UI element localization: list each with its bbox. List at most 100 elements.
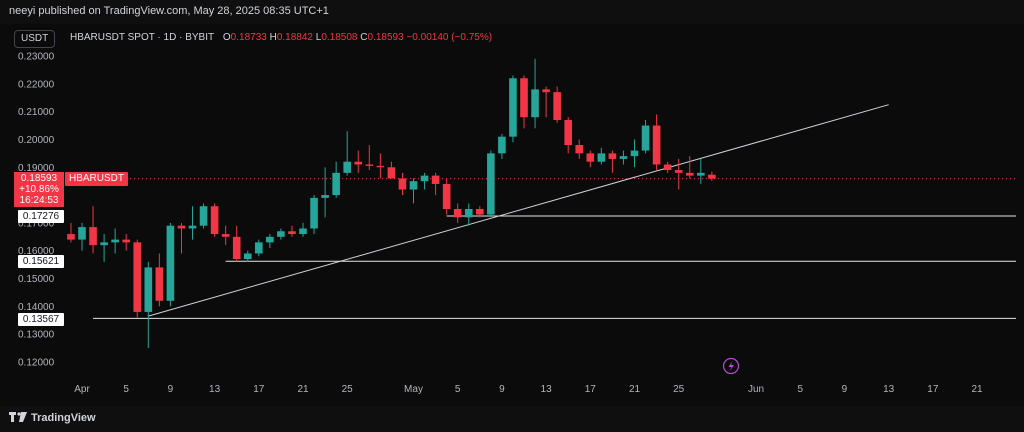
x-tick-label: 21: [297, 384, 309, 395]
candle-body: [321, 195, 329, 198]
candle: [365, 145, 374, 171]
x-tick-label: 5: [797, 384, 803, 395]
candle: [630, 139, 639, 168]
candle-body: [608, 153, 617, 159]
tradingview-logo-icon: [9, 412, 27, 422]
top-bar: neeyi published on TradingView.com, May …: [0, 0, 1024, 24]
candle: [255, 239, 263, 257]
y-tick-label: 0.21000: [18, 107, 55, 118]
x-tick-label: 13: [883, 384, 895, 395]
tradingview-logo[interactable]: TradingView: [9, 412, 96, 424]
x-tick-label: May: [404, 384, 423, 395]
y-tick-label: 0.20000: [18, 135, 55, 146]
candle: [509, 75, 517, 143]
y-tick-label: 0.14000: [18, 302, 55, 313]
candle: [144, 261, 153, 349]
ohlc-legend: HBARUSDT SPOT · 1D · BYBIT O0.18733 H0.1…: [70, 32, 492, 43]
y-tick-label: 0.12000: [18, 358, 55, 369]
y-tick-label: 0.16000: [18, 246, 55, 257]
close-label: C: [360, 32, 368, 43]
published-by-text: neeyi published on TradingView.com, May …: [9, 5, 329, 17]
candle: [431, 172, 440, 196]
candle-body: [199, 206, 208, 226]
candle: [608, 150, 617, 173]
candle-body: [531, 89, 539, 118]
candle-body: [221, 234, 230, 237]
trendline-layer: [148, 104, 889, 317]
candle: [221, 225, 230, 246]
change-percent: +10.86%: [19, 184, 59, 195]
candle-body: [365, 164, 374, 166]
candle: [586, 150, 595, 168]
candle-body: [453, 209, 462, 218]
x-tick-label: 9: [499, 384, 505, 395]
current-price: 0.18593: [20, 173, 58, 184]
candle-body: [420, 175, 429, 182]
candle-body: [630, 150, 639, 157]
candle: [155, 253, 164, 307]
candle-body: [144, 267, 153, 312]
trendline[interactable]: [148, 104, 889, 317]
x-tick-label: 21: [629, 384, 641, 395]
candle: [277, 228, 285, 240]
candle-body: [564, 119, 572, 146]
candle-body: [685, 172, 694, 176]
candle: [708, 171, 716, 181]
candle-body: [376, 165, 385, 168]
candle: [67, 222, 75, 243]
candle: [321, 167, 329, 218]
candle: [597, 147, 606, 165]
candle-body: [663, 164, 672, 171]
candle: [243, 250, 252, 262]
candle: [78, 222, 86, 251]
candle: [354, 150, 363, 173]
high-label: H: [269, 32, 277, 43]
open-label: O: [222, 32, 231, 43]
candle-body: [387, 167, 396, 179]
candle: [89, 206, 97, 254]
candle: [453, 203, 462, 223]
candle-body: [575, 145, 584, 154]
candle: [487, 150, 495, 218]
currency-button[interactable]: USDT: [14, 30, 56, 48]
y-tick-label: 0.19000: [18, 163, 55, 174]
x-tick-label: 17: [927, 384, 939, 395]
candle: [663, 161, 672, 173]
candle-body: [332, 172, 340, 196]
y-tick-label: 0.13000: [18, 330, 55, 341]
candle: [697, 158, 705, 184]
candle: [520, 75, 528, 129]
candle-body: [398, 178, 407, 190]
candle: [464, 203, 473, 226]
x-tick-label: 5: [123, 384, 129, 395]
candle-body: [520, 78, 528, 118]
candle-body: [476, 209, 484, 215]
candle: [409, 178, 418, 204]
candle-body: [232, 236, 241, 260]
candle-body: [708, 174, 716, 179]
candle-body: [243, 253, 252, 260]
candle-body: [310, 197, 318, 229]
current-price-badge: 0.18593 +10.86% 16:24:53: [14, 172, 64, 207]
candle: [442, 178, 451, 215]
x-tick-label: 17: [585, 384, 597, 395]
candle: [111, 228, 119, 254]
candle-body: [409, 181, 418, 190]
candle-body: [299, 228, 307, 235]
bottom-bar: TradingView: [0, 406, 1024, 432]
candle: [332, 161, 340, 198]
candle-body: [641, 125, 650, 151]
candle-body: [111, 239, 119, 243]
candle-body: [89, 227, 97, 246]
x-tick-label: 17: [253, 384, 265, 395]
candle-body: [597, 153, 606, 162]
candle-body: [188, 225, 197, 229]
candle-body: [343, 161, 351, 173]
candle-body: [255, 242, 263, 254]
lightning-icon[interactable]: [722, 357, 740, 375]
candlestick-chart[interactable]: 0.23000 0.22000 0.21000 0.20000 0.19000 0.170…: [0, 0, 1024, 406]
level-badge: 0.15621: [18, 255, 64, 268]
candle-body: [122, 239, 130, 243]
y-tick-label: 0.22000: [18, 79, 55, 90]
candle: [288, 225, 296, 237]
